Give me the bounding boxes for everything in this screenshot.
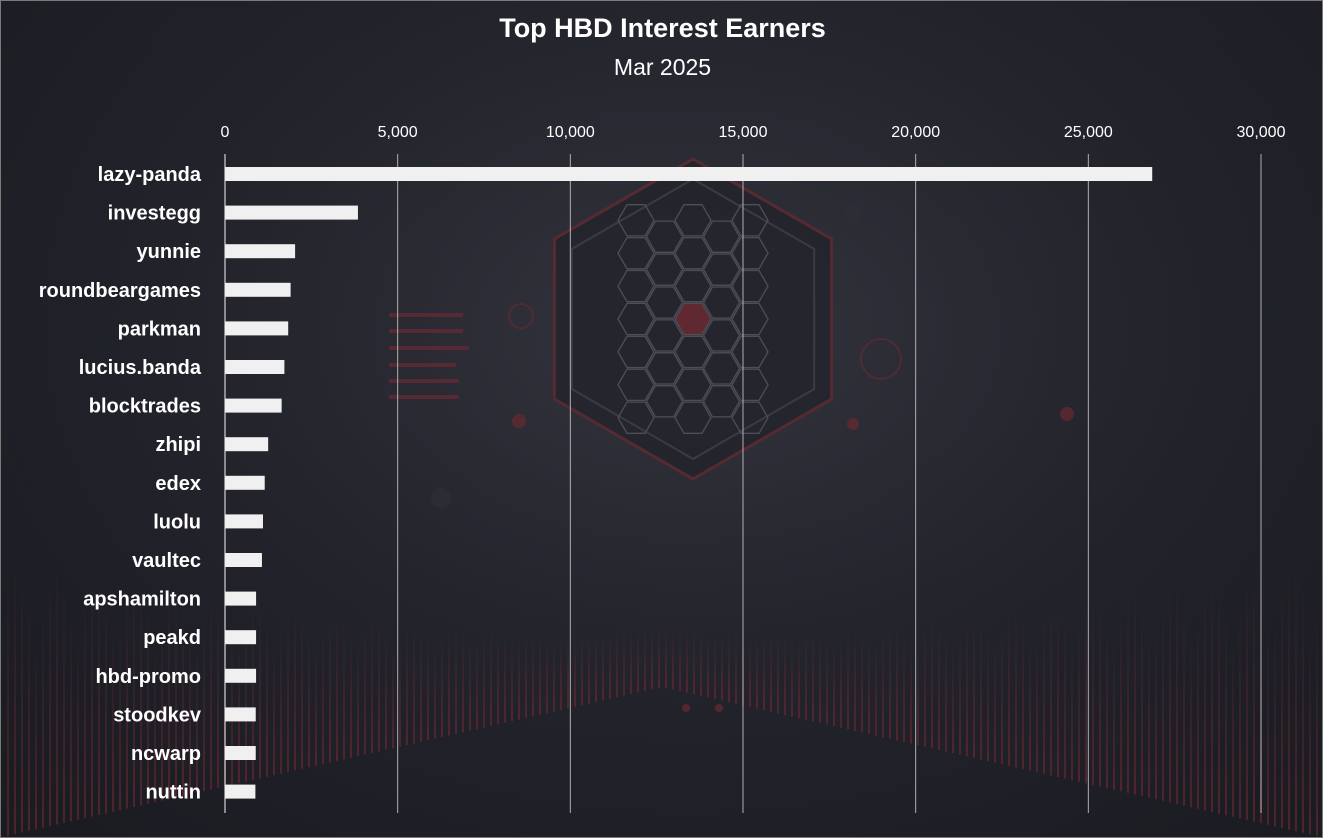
category-label: luolu xyxy=(153,511,201,533)
x-tick-label: 15,000 xyxy=(719,124,768,141)
chart-title: Top HBD Interest Earners xyxy=(499,13,826,43)
category-label: yunnie xyxy=(137,241,201,263)
bar-investegg xyxy=(225,205,358,220)
x-tick-label: 0 xyxy=(221,124,230,141)
bar-parkman xyxy=(225,321,289,336)
bar-blocktrades xyxy=(225,398,282,413)
bar-roundbeargames xyxy=(225,282,291,297)
category-label: edex xyxy=(155,473,201,495)
category-label: vaultec xyxy=(132,550,201,572)
bar-edex xyxy=(225,475,265,490)
x-tick-label: 25,000 xyxy=(1064,124,1113,141)
bar-luolu xyxy=(225,514,263,529)
category-label: lucius.banda xyxy=(79,357,202,379)
category-label: lazy-panda xyxy=(98,164,202,186)
bar-stoodkev xyxy=(225,707,256,722)
category-label: parkman xyxy=(118,318,201,340)
category-label: hbd-promo xyxy=(95,666,201,688)
bar-ncwarp xyxy=(225,746,256,760)
x-tick-label: 20,000 xyxy=(891,124,940,141)
x-tick-label: 10,000 xyxy=(546,124,595,141)
bar-nuttin xyxy=(225,784,256,799)
bar-lazy-panda xyxy=(225,167,1153,181)
category-label: ncwarp xyxy=(131,743,201,765)
x-tick-label: 5,000 xyxy=(378,124,418,141)
category-label: peakd xyxy=(143,627,201,649)
bar-yunnie xyxy=(225,244,296,259)
chart-subtitle: Mar 2025 xyxy=(613,54,712,80)
x-tick-label: 30,000 xyxy=(1237,124,1286,141)
bar-lucius.banda xyxy=(225,360,285,374)
category-label: zhipi xyxy=(155,434,201,456)
bar-vaultec xyxy=(225,553,262,567)
bar-peakd xyxy=(225,630,257,645)
category-label: apshamilton xyxy=(83,589,201,611)
category-label: investegg xyxy=(108,203,201,225)
category-label: blocktrades xyxy=(89,396,201,418)
bar-zhipi xyxy=(225,437,269,452)
category-label: stoodkev xyxy=(113,704,202,726)
bar-apshamilton xyxy=(225,591,257,606)
bar-hbd-promo xyxy=(225,668,257,683)
category-label: nuttin xyxy=(145,782,201,804)
category-label: roundbeargames xyxy=(39,280,201,302)
